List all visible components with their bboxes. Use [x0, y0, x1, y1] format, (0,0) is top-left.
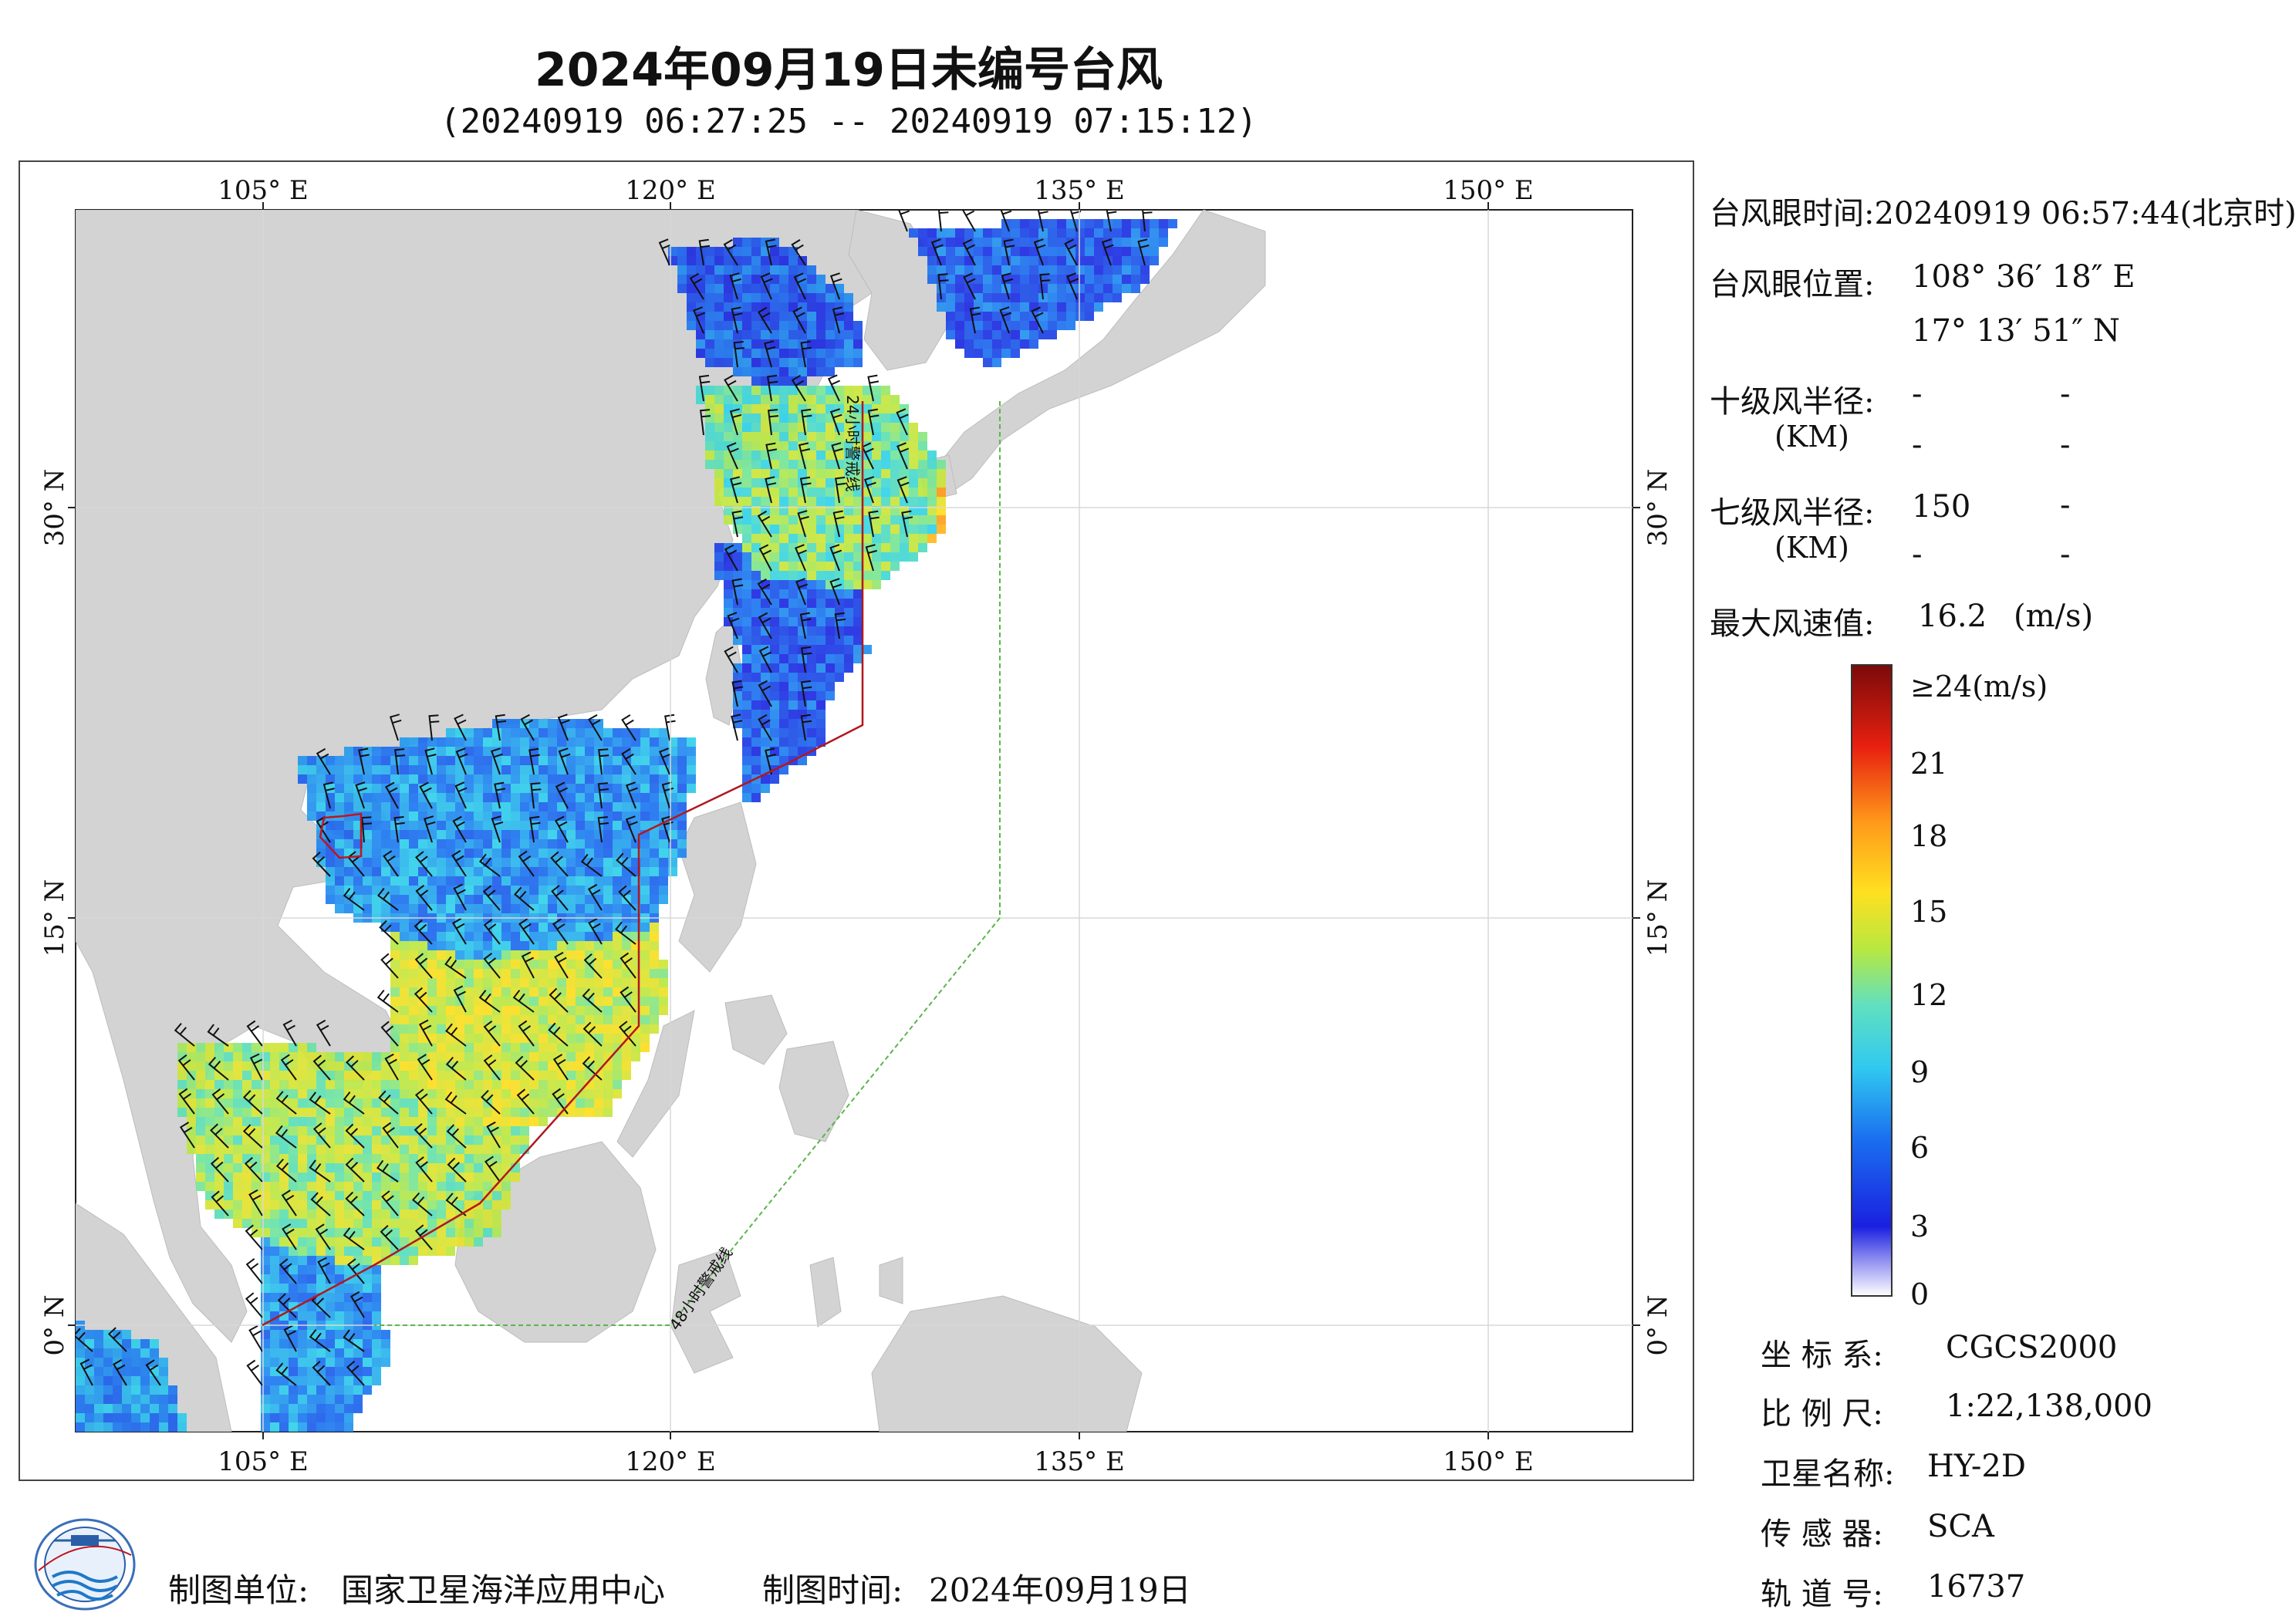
legend-label-21: 21	[1910, 747, 1948, 781]
time-range: (20240919 06:27:25 -- 20240919 07:15:12)	[440, 102, 1258, 141]
eye-position-label: 台风眼位置:	[1710, 267, 1875, 302]
legend-label-15: 15	[1910, 895, 1948, 929]
max-wind-unit: (m/s)	[2014, 599, 2094, 634]
warning-line-24h	[262, 401, 864, 1327]
max-wind-label: 最大风速值:	[1710, 606, 1875, 642]
lat-tick-right-15: 15° N	[1643, 879, 1673, 957]
r10-value-1: -	[1912, 376, 1923, 412]
scale-value: 1:22,138,000	[1946, 1388, 2152, 1424]
lon-tick-bottom-120: 120° E	[625, 1446, 716, 1477]
r7-value-1: 150	[1912, 489, 1971, 525]
legend-label-18: 18	[1910, 819, 1948, 853]
r10-label: 十级风半径:	[1710, 384, 1875, 420]
wind-barbs	[76, 210, 1153, 1386]
lon-tick-top-135: 135° E	[1034, 175, 1125, 206]
lon-tick-bottom-105: 105° E	[218, 1446, 309, 1477]
lat-tick-left-30: 30° N	[39, 469, 70, 547]
graticule	[76, 210, 1633, 1432]
date-value: 2024年09月19日	[929, 1571, 1191, 1609]
date-label: 制图时间:	[762, 1571, 903, 1609]
legend-label-6: 6	[1910, 1131, 1930, 1165]
producer-value: 国家卫星海洋应用中心	[341, 1571, 666, 1609]
legend-label-12: 12	[1910, 978, 1948, 1012]
r10-unit: (KM)	[1774, 420, 1849, 454]
scale-label: 比 例 尺:	[1761, 1396, 1883, 1432]
satellite-value: HY-2D	[1927, 1449, 2026, 1484]
legend-label-3: 3	[1910, 1210, 1930, 1243]
legend-label-9: 9	[1910, 1055, 1930, 1089]
orbit-value: 16737	[1927, 1569, 2026, 1604]
eye-lat: 17° 13′ 51″ N	[1912, 313, 2120, 349]
r10-value-4: -	[2060, 427, 2071, 463]
r7-value-4: -	[2060, 537, 2071, 572]
eye-time-value: 20240919 06:57:44(北京时)	[1874, 196, 2296, 231]
lon-tick-top-105: 105° E	[218, 175, 309, 206]
sensor-value: SCA	[1927, 1509, 1994, 1544]
lat-tick-right-0: 0° N	[1643, 1294, 1673, 1355]
typhoon-wind-radius-marker	[319, 812, 363, 859]
crs-value: CGCS2000	[1946, 1330, 2118, 1365]
producer-label: 制图单位:	[168, 1571, 309, 1609]
wind-speed-field	[76, 219, 1177, 1432]
r7-value-3: -	[1912, 537, 1923, 572]
legend-label-0: 0	[1910, 1277, 1930, 1311]
lon-tick-bottom-135: 135° E	[1034, 1446, 1125, 1477]
warning-24h-label: 24小时警戒线	[843, 395, 862, 491]
lon-tick-top-150: 150° E	[1443, 175, 1534, 206]
map-frame	[19, 160, 1694, 1481]
lat-tick-right-30: 30° N	[1643, 469, 1673, 547]
eye-time-label: 台风眼时间:	[1710, 196, 1875, 231]
r7-value-2: -	[2060, 488, 2071, 523]
lat-tick-left-15: 15° N	[39, 879, 70, 957]
orbit-label: 轨 道 号:	[1761, 1577, 1883, 1612]
r10-value-3: -	[1912, 427, 1923, 463]
axis-ticks	[68, 202, 1640, 1439]
page-title: 2024年09月19日未编号台风	[535, 43, 1163, 97]
eye-lon: 108° 36′ 18″ E	[1912, 259, 2136, 295]
r7-unit: (KM)	[1774, 531, 1849, 565]
r10-value-2: -	[2060, 376, 2071, 412]
nsoas-logo	[34, 1518, 136, 1611]
lon-tick-top-120: 120° E	[625, 175, 716, 206]
lon-tick-bottom-150: 150° E	[1443, 1446, 1534, 1477]
crs-label: 坐 标 系:	[1761, 1338, 1883, 1373]
r7-label: 七级风半径:	[1710, 495, 1875, 531]
max-wind-value: 16.2	[1918, 599, 1987, 634]
legend-colorbar	[1851, 664, 1893, 1297]
eye-time: 台风眼时间:20240919 06:57:44(北京时)	[1710, 188, 2296, 233]
legend-label-24: ≥24(m/s)	[1910, 670, 2048, 704]
sensor-label: 传 感 器:	[1761, 1517, 1883, 1552]
lat-tick-left-0: 0° N	[39, 1294, 70, 1355]
satellite-label: 卫星名称:	[1761, 1456, 1895, 1492]
warning-line-48h	[374, 401, 1001, 1326]
